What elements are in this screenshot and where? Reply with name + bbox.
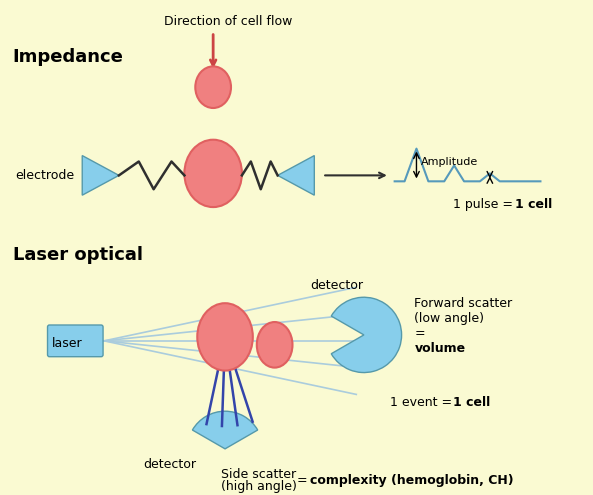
- Text: Impedance: Impedance: [13, 48, 124, 65]
- Text: Forward scatter: Forward scatter: [415, 297, 512, 310]
- Text: 1 pulse =: 1 pulse =: [453, 198, 517, 211]
- Text: 1 cell: 1 cell: [453, 396, 490, 409]
- Wedge shape: [331, 297, 401, 373]
- Text: laser: laser: [52, 337, 82, 350]
- Text: complexity (hemoglobin, CH): complexity (hemoglobin, CH): [310, 474, 514, 487]
- Ellipse shape: [257, 322, 292, 368]
- Text: Laser optical: Laser optical: [13, 246, 143, 264]
- Text: volume: volume: [415, 342, 466, 355]
- Text: =: =: [415, 327, 425, 340]
- Text: detector: detector: [310, 279, 364, 293]
- Polygon shape: [278, 155, 314, 195]
- Text: 1 cell: 1 cell: [515, 198, 552, 211]
- Ellipse shape: [184, 140, 242, 207]
- Text: (high angle): (high angle): [221, 480, 297, 493]
- Text: detector: detector: [144, 458, 197, 471]
- Polygon shape: [82, 155, 119, 195]
- Text: 1 event =: 1 event =: [390, 396, 456, 409]
- Text: Side scatter: Side scatter: [221, 468, 296, 481]
- Text: (low angle): (low angle): [415, 312, 484, 325]
- Text: Direction of cell flow: Direction of cell flow: [164, 15, 292, 28]
- Ellipse shape: [197, 303, 253, 371]
- Text: =: =: [298, 474, 312, 487]
- Text: electrode: electrode: [15, 169, 74, 182]
- FancyBboxPatch shape: [47, 325, 103, 357]
- Text: Amplitude: Amplitude: [420, 156, 478, 166]
- Wedge shape: [192, 411, 258, 449]
- Ellipse shape: [195, 66, 231, 108]
